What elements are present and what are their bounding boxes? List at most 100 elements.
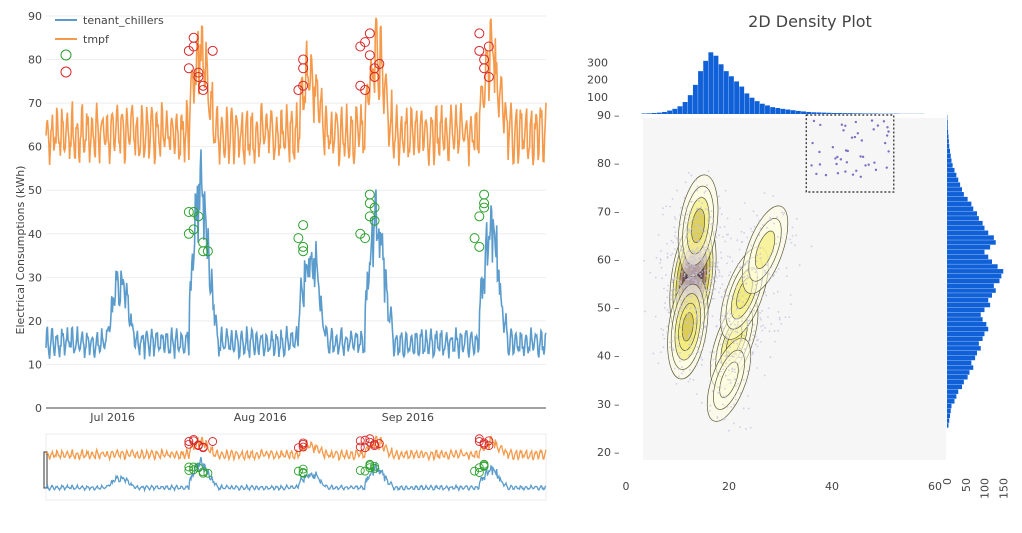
density-point: [741, 325, 743, 327]
density-point: [676, 190, 678, 192]
density-point: [700, 295, 702, 297]
histogram-x-bar: [739, 87, 744, 114]
density-point: [760, 326, 762, 328]
density-point: [755, 288, 757, 290]
histogram-y-bar: [947, 385, 962, 390]
histogram-y-bar: [947, 178, 958, 183]
density-point: [712, 259, 714, 261]
density-point: [703, 299, 705, 301]
density-point: [685, 222, 687, 224]
histogram-y-bar: [947, 327, 988, 332]
density-point: [736, 343, 738, 345]
selected-point: [815, 173, 817, 175]
density-point: [692, 261, 694, 263]
histogram-y-bar: [947, 250, 985, 255]
density-y-tick-label: 30: [597, 398, 611, 411]
density-point: [711, 298, 713, 300]
density-point: [709, 272, 711, 274]
density-point: [685, 236, 687, 238]
legend-label-tenant-chillers[interactable]: tenant_chillers: [83, 14, 164, 27]
legend-marker-red-icon[interactable]: [61, 67, 71, 77]
density-point: [768, 273, 770, 275]
range-slider-handle-left[interactable]: [44, 452, 47, 488]
density-point: [699, 240, 701, 242]
density-point: [657, 362, 659, 364]
density-point: [739, 287, 741, 289]
histogram-x-bar: [781, 109, 786, 114]
density-y-ticks: 20–30–40–50–60–70–80–90–: [597, 109, 620, 459]
range-slider[interactable]: [44, 434, 546, 500]
density-point: [686, 266, 688, 268]
density-point: [755, 271, 757, 273]
anomaly-point: [294, 234, 303, 243]
density-point: [751, 231, 753, 233]
density-point: [664, 302, 666, 304]
density-point: [678, 293, 680, 295]
histogram-y-bar: [947, 245, 990, 250]
histogram-x-tick-label: 100: [587, 91, 608, 104]
anomaly-point: [184, 64, 193, 73]
density-point: [737, 324, 739, 326]
density-point: [699, 265, 701, 267]
density-point: [719, 275, 721, 277]
density-point: [739, 347, 741, 349]
selected-point: [813, 120, 815, 122]
density-point: [726, 339, 728, 341]
timeseries-legend[interactable]: tenant_chillers tmpf: [55, 14, 164, 77]
density-point: [756, 215, 758, 217]
density-point: [692, 279, 694, 281]
legend-marker-green-icon[interactable]: [61, 50, 71, 60]
density-point: [728, 297, 730, 299]
density-point: [720, 384, 722, 386]
density-point: [677, 275, 679, 277]
density-point: [716, 266, 718, 268]
histogram-y-bar: [947, 235, 994, 240]
density-point: [674, 316, 676, 318]
density-point: [711, 210, 713, 212]
density-point: [747, 262, 749, 264]
density-point: [743, 335, 745, 337]
histogram-x-bar: [765, 105, 770, 114]
density-point: [707, 315, 709, 317]
legend-label-tmpf[interactable]: tmpf: [83, 33, 110, 46]
density-point: [742, 301, 744, 303]
density-point: [679, 322, 681, 324]
density-point: [672, 253, 674, 255]
density-point: [681, 308, 683, 310]
density-point: [778, 268, 780, 270]
density-point: [686, 207, 688, 209]
density-point: [696, 274, 698, 276]
density-point: [661, 277, 663, 279]
histogram-y-bar: [947, 158, 952, 163]
density-point: [659, 262, 661, 264]
density-y-tick-mark: –: [614, 157, 620, 170]
density-point: [692, 265, 694, 267]
density-point: [696, 393, 698, 395]
density-point: [701, 271, 703, 273]
density-point: [662, 207, 664, 209]
histogram-y-bar: [947, 332, 985, 337]
density-point: [694, 311, 696, 313]
density-point: [772, 275, 774, 277]
density-point: [744, 276, 746, 278]
density-point: [706, 184, 708, 186]
density-point: [756, 260, 758, 262]
y-tick-label: 40: [28, 228, 42, 241]
density-point: [726, 336, 728, 338]
timeseries-gridlines: [46, 16, 546, 408]
density-point: [674, 368, 676, 370]
density-point: [744, 291, 746, 293]
density-point: [721, 213, 723, 215]
histogram-y-bar: [947, 365, 973, 370]
density-point: [746, 298, 748, 300]
density-point: [768, 307, 770, 309]
density-point: [701, 291, 703, 293]
density-point: [794, 244, 796, 246]
selected-point: [855, 121, 857, 123]
anomaly-point: [475, 46, 484, 55]
histogram-x-bar: [714, 56, 719, 114]
density-point: [751, 269, 753, 271]
density-point: [685, 285, 687, 287]
